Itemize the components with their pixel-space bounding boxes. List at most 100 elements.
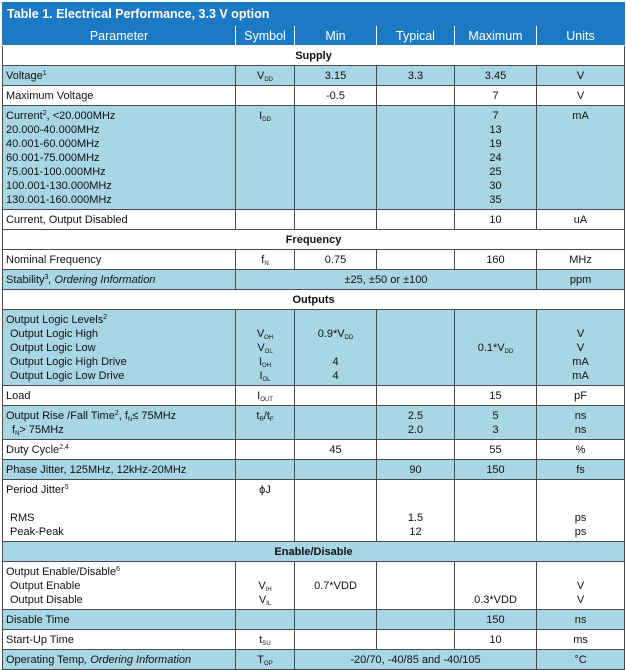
table-row: Voltage1 VDD 3.15 3.3 3.45 V bbox=[2, 65, 626, 86]
max-cell: 150 bbox=[454, 609, 537, 630]
current-range-line: 100.001-130.000MHz bbox=[6, 180, 112, 192]
units-cell: V bbox=[535, 85, 626, 106]
units-value: mA bbox=[572, 356, 589, 368]
condition-tail: ≤ 75MHz bbox=[132, 410, 177, 422]
param-cell: Nominal Frequency bbox=[2, 249, 236, 270]
symbol-cell bbox=[235, 609, 295, 630]
current-range-line: 130.001-160.000MHz bbox=[6, 194, 112, 206]
param-text: Output Logic Levels bbox=[6, 314, 104, 326]
param-cell: Period Jitter5 RMS Peak-Peak bbox=[2, 479, 236, 542]
table-row: Output Logic Levels2 Output Logic High O… bbox=[2, 309, 626, 386]
units-cell: V V bbox=[535, 561, 626, 610]
max-cell bbox=[454, 479, 537, 542]
symbol-subscript: OUT bbox=[260, 397, 273, 403]
min-cell bbox=[294, 479, 377, 542]
symbol-cell bbox=[235, 439, 295, 460]
section-row: Enable/Disable bbox=[1, 541, 626, 562]
typical-cell: 2.5 2.0 bbox=[376, 405, 455, 440]
current-range-line: 60.001-75.000MHz bbox=[6, 152, 100, 164]
max-cell: 10 bbox=[454, 629, 537, 650]
units-cell: % bbox=[535, 439, 626, 460]
units-cell: ms bbox=[535, 629, 626, 650]
units-cell: MHz bbox=[535, 249, 626, 270]
units-cell: ns ns bbox=[535, 405, 626, 440]
typical-cell bbox=[376, 249, 455, 270]
units-cell: ns bbox=[535, 609, 626, 630]
units-cell: V bbox=[535, 65, 626, 86]
min-value: 0.7*VDD bbox=[314, 580, 357, 592]
units-value: V bbox=[576, 342, 585, 354]
typical-cell bbox=[376, 629, 455, 650]
max-value: 25 bbox=[489, 166, 502, 178]
min-cell bbox=[294, 209, 377, 230]
current-line: Current2, <20.000MHz bbox=[6, 109, 232, 123]
symbol-cell: VDD bbox=[235, 65, 295, 86]
header-symbol: Symbol bbox=[235, 25, 295, 46]
table-row: Current, Output Disabled 10 uA bbox=[2, 209, 626, 230]
min-cell: 0.75 bbox=[294, 249, 377, 270]
symbol-cell bbox=[235, 459, 295, 480]
table-row: Duty Cycle2,4 45 55 % bbox=[2, 439, 626, 460]
symbol-text: V bbox=[256, 70, 265, 82]
typical-cell: 1.5 12 bbox=[376, 479, 455, 542]
min-cell: 45 bbox=[294, 439, 377, 460]
param-text: Operating Temp bbox=[6, 654, 85, 666]
symbol-subscript: F bbox=[269, 417, 274, 423]
min-value: 0.9*V bbox=[317, 328, 345, 340]
max-value bbox=[458, 579, 533, 593]
units-cell: mA bbox=[535, 105, 626, 210]
symbol-subscript: DD bbox=[264, 77, 273, 83]
enable-item-label: Output Enable bbox=[10, 580, 81, 592]
param-cell: Current, Output Disabled bbox=[2, 209, 236, 230]
param-cell: Operating Temp, Ordering Information bbox=[2, 649, 236, 670]
max-value: 19 bbox=[489, 138, 502, 150]
typical-cell bbox=[376, 439, 455, 460]
condition-text: , f bbox=[118, 410, 128, 422]
symbol-text: T bbox=[257, 654, 265, 666]
max-cell: 10 bbox=[454, 209, 537, 230]
symbol-subscript: IH bbox=[265, 587, 272, 593]
table-row: Phase Jitter, 125MHz, 12kHz-20MHz 90 150… bbox=[2, 459, 626, 480]
condition-subscript: N bbox=[15, 431, 20, 437]
units-cell: ps ps bbox=[535, 479, 626, 542]
min-cell: 0.9*VDD 4 4 bbox=[294, 309, 377, 386]
symbol-cell: fN bbox=[235, 249, 295, 270]
param-text: Period Jitter bbox=[6, 484, 65, 496]
table-header-row: Parameter Symbol Min Typical Maximum Uni… bbox=[2, 25, 626, 46]
symbol-text: V bbox=[256, 328, 265, 340]
condition-tail: > 75MHz bbox=[19, 424, 64, 436]
param-cell: Output Enable/Disable6 Output Enable Out… bbox=[2, 561, 236, 610]
max-value: 0.1*V bbox=[477, 342, 505, 354]
footnote-mark: 2 bbox=[103, 314, 108, 321]
footnote-mark: 1 bbox=[42, 70, 47, 77]
max-value: 0.3*VDD bbox=[474, 594, 517, 606]
param-cell: Maximum Voltage bbox=[2, 85, 236, 106]
header-maximum: Maximum bbox=[454, 25, 537, 46]
table-row: Load IOUT 15 pF bbox=[2, 385, 626, 406]
max-value: 5 bbox=[492, 410, 499, 422]
section-frequency: Frequency bbox=[1, 229, 626, 250]
footnote-mark: 6 bbox=[116, 566, 120, 573]
param-cell: Disable Time bbox=[2, 609, 236, 630]
table-title-row: Table 1. Electrical Performance, 3.3 V o… bbox=[1, 2, 626, 26]
units-value: mA bbox=[572, 370, 589, 382]
symbol-text: I bbox=[259, 110, 263, 122]
max-value: 35 bbox=[489, 194, 502, 206]
min-cell bbox=[294, 105, 377, 210]
value-cell: -20/70, -40/85 and -40/105 bbox=[294, 649, 537, 670]
units-cell: V V mA mA bbox=[535, 309, 626, 386]
value-cell: ±25, ±50 or ±100 bbox=[235, 269, 537, 290]
min-value: 4 bbox=[332, 356, 339, 368]
max-subscript: DD bbox=[504, 349, 514, 355]
typical-cell bbox=[376, 209, 455, 230]
symbol-cell: tR/tF bbox=[235, 405, 295, 440]
units-value: ns bbox=[574, 424, 587, 436]
symbol-cell bbox=[235, 209, 295, 230]
max-cell: 0.3*VDD bbox=[454, 561, 537, 610]
typical-cell bbox=[376, 105, 455, 210]
section-outputs: Outputs bbox=[1, 289, 626, 310]
max-value: 24 bbox=[489, 152, 502, 164]
header-min: Min bbox=[294, 25, 377, 46]
param-italic: , Ordering Information bbox=[48, 274, 156, 286]
